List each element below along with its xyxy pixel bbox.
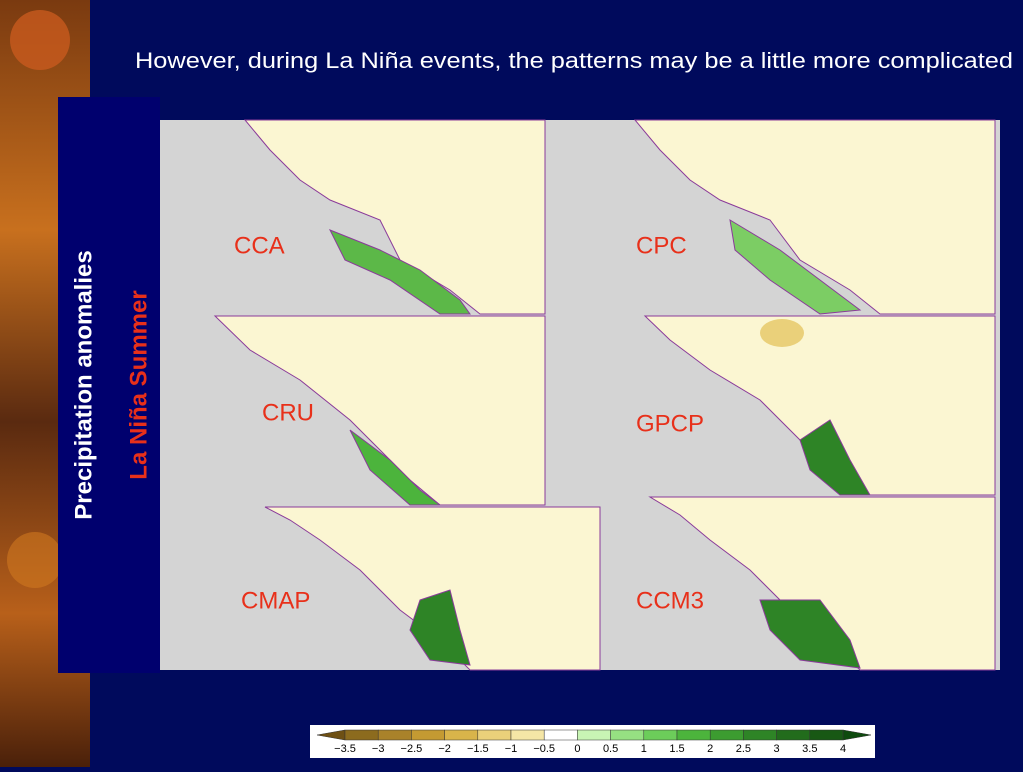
- gear: [7, 532, 63, 588]
- colorbar-swatch: [444, 729, 479, 741]
- colorbar-label: 2: [707, 743, 713, 755]
- colorbar-label: 3: [774, 743, 780, 755]
- colorbar-label: 4: [840, 743, 846, 755]
- colorbar-label: −1.5: [467, 743, 489, 755]
- colorbar-label: 0: [574, 743, 580, 755]
- colorbar-label: −2.5: [401, 743, 423, 755]
- map-labels: CCA CPC CRU GPCP CMAP CCM3: [234, 232, 704, 614]
- map-label: GPCP: [636, 410, 704, 437]
- map-label: CMAP: [241, 587, 310, 614]
- map-label: CCM3: [636, 587, 704, 614]
- colorbar-swatch: [577, 729, 611, 741]
- colorbar-swatch: [743, 729, 777, 741]
- colorbar-swatch: [510, 729, 545, 741]
- colorbar-label: −3: [372, 743, 385, 755]
- colorbar-label: 0.5: [603, 743, 618, 755]
- colorbar-label: 3.5: [802, 743, 817, 755]
- colorbar-swatch: [643, 729, 678, 741]
- colorbar-label: −1: [505, 743, 518, 755]
- colorbar-label: 1: [641, 743, 647, 755]
- colorbar-swatch: [344, 729, 379, 741]
- colorbar-label: −2: [438, 743, 451, 755]
- colorbar-swatch: [411, 729, 445, 741]
- colorbar-label: −0.5: [533, 743, 555, 755]
- map-label: CRU: [262, 399, 314, 426]
- colorbar-swatch: [809, 729, 844, 741]
- colorbar-swatch: [377, 729, 412, 741]
- colorbar-swatch: [776, 729, 811, 741]
- side-label: Precipitation anomalies: [70, 250, 97, 519]
- colorbar-swatch: [543, 729, 578, 741]
- colorbar-label: 2.5: [736, 743, 751, 755]
- colorbar: −3.5 −3 −2.5 −2 −1.5 −1 −0.5 0 0.5 1 1.5 2 2.5 3 3.5 4: [316, 729, 872, 755]
- gear: [10, 10, 70, 70]
- colorbar-swatch: [676, 729, 711, 741]
- colorbar-label: −3.5: [334, 743, 356, 755]
- side-panel: [58, 97, 160, 673]
- map-label: CCA: [234, 232, 285, 259]
- side-sublabel: La Niña Summer: [125, 290, 152, 479]
- colorbar-swatch: [709, 729, 744, 741]
- slide-title: However, during La Niña events, the patt…: [135, 48, 1013, 73]
- maps: [213, 119, 996, 671]
- colorbar-swatch: [610, 729, 645, 741]
- map-label: CPC: [636, 232, 687, 259]
- colorbar-label: 1.5: [669, 743, 684, 755]
- colorbar-swatch: [477, 729, 512, 741]
